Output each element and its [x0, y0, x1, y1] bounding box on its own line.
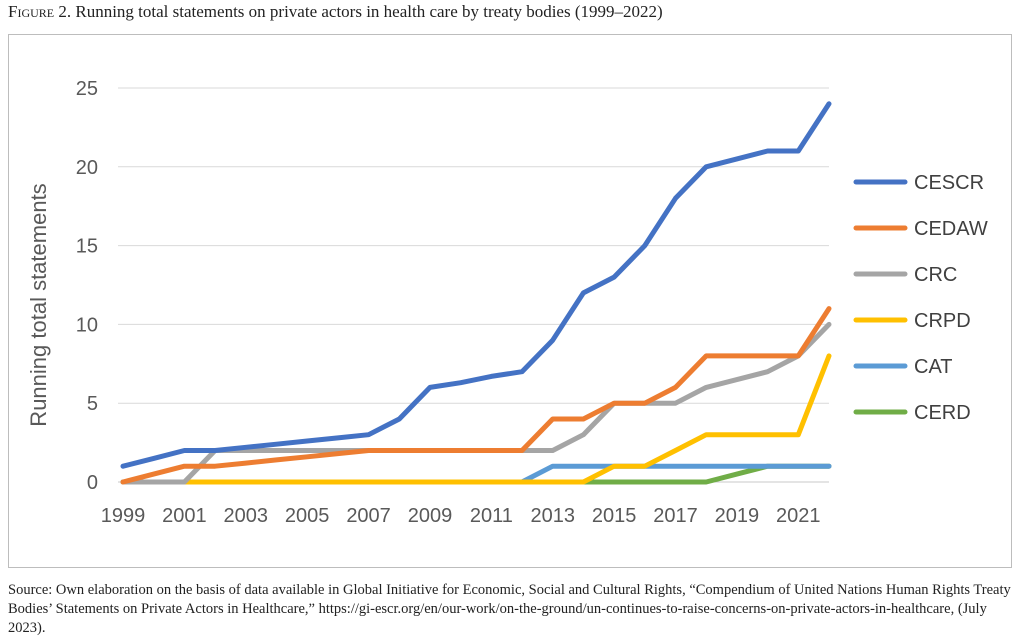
- x-tick-label: 2007: [346, 505, 391, 527]
- chart-frame: 0 5 10 15 20 25 1999 2001 2003 2005 2007 2009 2011 20…: [8, 34, 1012, 568]
- x-tick-label: 2021: [776, 505, 821, 527]
- y-tick-label: 25: [76, 78, 98, 100]
- series-line-cedaw: [120, 306, 832, 485]
- y-tick-label: 15: [76, 236, 98, 258]
- series-line-cescr: [120, 101, 832, 469]
- x-tick-label: 2019: [715, 505, 760, 527]
- y-axis-title: Running total statements: [26, 183, 51, 426]
- x-tick-label: 2009: [408, 505, 453, 527]
- legend-label-crc: CRC: [914, 264, 957, 286]
- x-tick-label: 2011: [470, 505, 513, 527]
- x-tick-label: 2015: [592, 505, 637, 527]
- legend-label-cedaw: CEDAW: [914, 218, 988, 240]
- y-tick-label: 20: [76, 157, 98, 179]
- line-chart: 0 5 10 15 20 25 1999 2001 2003 2005 2007 2009 2011 20…: [26, 78, 988, 527]
- y-tick-label: 10: [76, 314, 98, 336]
- x-tick-label: 2017: [653, 505, 698, 527]
- y-tick-label: 0: [87, 472, 98, 494]
- x-tick-label: 2001: [162, 505, 207, 527]
- figure-title: Running total statements on private acto…: [75, 2, 663, 21]
- x-tick-label: 1999: [101, 505, 146, 527]
- series-line-crpd: [120, 353, 832, 485]
- x-tick-label: 2013: [530, 505, 575, 527]
- legend-label-crpd: CRPD: [914, 310, 971, 332]
- y-tick-label: 5: [87, 393, 98, 415]
- figure-caption: Figure 2. Running total statements on pr…: [8, 2, 663, 22]
- source-note: Source: Own elaboration on the basis of …: [8, 582, 1011, 636]
- legend-label-cescr: CESCR: [914, 172, 984, 194]
- x-tick-label: 2005: [285, 505, 330, 527]
- figure-label: Figure 2.: [8, 2, 72, 21]
- x-tick-label: 2003: [224, 505, 269, 527]
- legend-label-cat: CAT: [914, 356, 953, 378]
- legend-label-cerd: CERD: [914, 402, 971, 424]
